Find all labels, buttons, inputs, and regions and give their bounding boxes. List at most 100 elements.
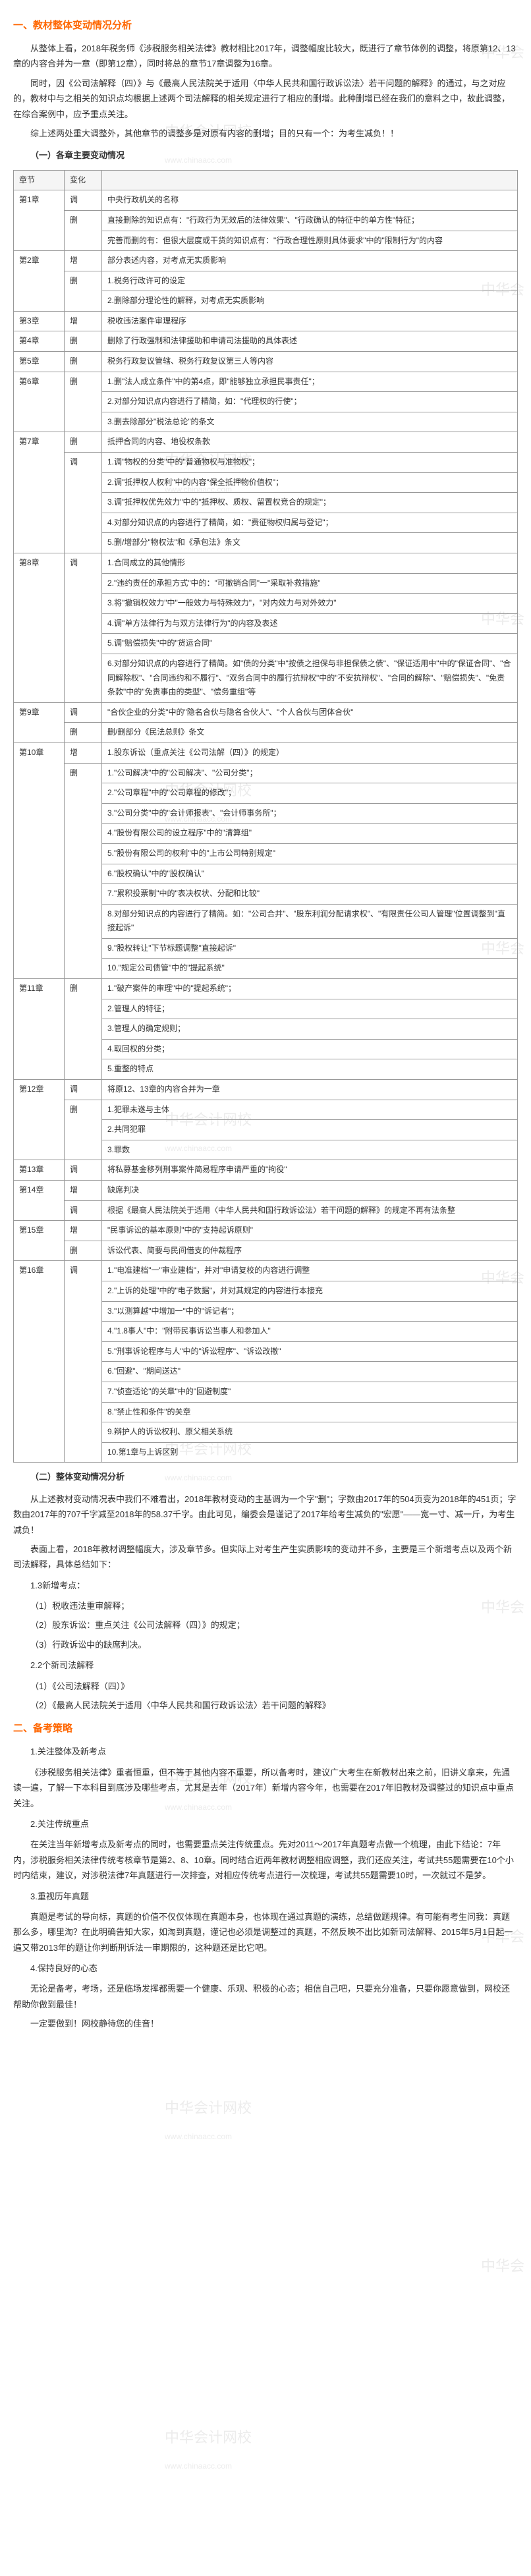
change-type-cell: 调	[65, 553, 102, 703]
subsection-1-1: （一）各章主要变动情况	[13, 148, 518, 163]
table-row: 第4章删删除了行政强制和法律援助和申请司法援助的具体表述	[14, 331, 518, 352]
sub-1-3: 1.3新增考点：	[13, 1578, 518, 1593]
content-cell: 删/删部分《民法总则》条文	[102, 723, 518, 743]
item-1-3-2: （2）股东诉讼：重点关注《公司法解释（四）》的规定；	[13, 1617, 518, 1633]
table-row: 第10章增1.股东诉讼（重点关注《公司法解（四）》的规定）	[14, 742, 518, 763]
change-type-cell: 增	[65, 742, 102, 763]
table-row: 第1章调中央行政机关的名称	[14, 190, 518, 211]
table-row: 第2章增部分表述内容，对考点无实质影响	[14, 251, 518, 271]
content-cell: "民事诉讼的基本原则"中的"支持起诉原则"	[102, 1221, 518, 1241]
changes-table: 章节 变化 第1章调中央行政机关的名称删直接删除的知识点有："行政行为无效后的法…	[13, 170, 518, 1463]
content-cell: 2.共同犯罪	[102, 1120, 518, 1140]
change-type-cell: 调	[65, 453, 102, 553]
content-cell: 4.对部分知识点的内容进行了精简，如："费征物权归属与登记"；	[102, 513, 518, 533]
content-cell: 4.调"单方法律行为与双方法律行为"的内容及表述	[102, 613, 518, 634]
content-cell: 1.调"物权的分类"中的"普通物权与准物权"；	[102, 453, 518, 473]
table-row: 第5章删税务行政复议管辖、税务行政复议第三人等内容	[14, 352, 518, 372]
content-cell: 3.删去除部分"税法总论"的条文	[102, 412, 518, 432]
content-cell: 5.重整的特点	[102, 1059, 518, 1080]
content-cell: 2."违约责任的承担方式"中的："可撤销合同"一"采取补救措施"	[102, 573, 518, 594]
content-cell: 中央行政机关的名称	[102, 190, 518, 211]
item-2-2-1: （1）《公司法解释（四）》	[13, 1679, 518, 1694]
change-type-cell: 调	[65, 1261, 102, 1463]
content-cell: 3.将"撤销权效力"中"一般效力与特殊效力"，"对内效力与对外效力"	[102, 594, 518, 614]
chapter-cell: 第9章	[14, 702, 65, 742]
table-row: 调根据《最高人民法院关于适用〈中华人民共和国行政诉讼法〉若干问题的解释》的规定不…	[14, 1200, 518, 1221]
content-cell: 7."侦查适论"的关章"中的"回避制度"	[102, 1382, 518, 1402]
content-cell: 2.删除部分理论性的解释，对考点无实质影响	[102, 291, 518, 312]
table-header-change: 变化	[65, 170, 102, 190]
content-cell: 8.对部分知识点的内容进行了精简。如："公司合并"、"股东利润分配请求权"、"有…	[102, 904, 518, 938]
table-row: 第9章调"合伙企业的分类"中的"隐名合伙与隐名合伙人"、"个人合伙与团体合伙"	[14, 702, 518, 723]
strategy-4: 4.保持良好的心态	[13, 1961, 518, 1976]
content-cell: 直接删除的知识点有："行政行为无效后的法律效果"、"行政确认的特征中的单方性"特…	[102, 210, 518, 231]
content-cell: 2."上诉的处理"中的"电子数据"，并对其规定的内容进行本接充	[102, 1281, 518, 1301]
change-type-cell: 调	[65, 1160, 102, 1181]
content-cell: 1."公司解决"中的"公司解决"、"公司分类"；	[102, 763, 518, 783]
chapter-cell: 第12章	[14, 1080, 65, 1160]
change-type-cell: 删	[65, 210, 102, 250]
content-cell: 2.管理人的特征；	[102, 999, 518, 1019]
content-cell: 9."股权转让"下节标题调整"直接起诉"	[102, 938, 518, 959]
content-cell: "合伙企业的分类"中的"隐名合伙与隐名合伙人"、"个人合伙与团体合伙"	[102, 702, 518, 723]
analysis-p1: 从上述教材变动情况表中我们不难看出，2018年教材变动的主基调为一个字"删"；字…	[13, 1492, 518, 1538]
strategy-3-p: 真题是考试的导向标，真题的价值不仅仅体现在真题本身，也体现在通过真题的演练，总结…	[13, 1909, 518, 1955]
change-type-cell: 删	[65, 271, 102, 311]
content-cell: 1.股东诉讼（重点关注《公司法解（四）》的规定）	[102, 742, 518, 763]
chapter-cell: 第3章	[14, 311, 65, 331]
change-type-cell: 增	[65, 311, 102, 331]
table-row: 第3章增税收违法案件审理程序	[14, 311, 518, 331]
table-row: 删1.犯罪未遂与主体	[14, 1100, 518, 1120]
table-header-content	[102, 170, 518, 190]
chapter-cell: 第15章	[14, 1221, 65, 1261]
chapter-cell: 第16章	[14, 1261, 65, 1463]
strategy-2-p: 在关注当年新增考点及新考点的同时，也需要重点关注传统重点。先对2011～2017…	[13, 1837, 518, 1883]
table-row: 第8章调1.合同成立的其他情形	[14, 553, 518, 574]
item-1-3-3: （3）行政诉讼中的缺席判决。	[13, 1637, 518, 1652]
strategy-1-p: 《涉税服务相关法律》重者恒重，但不等于其他内容不重要，所以备考时，建议广大考生在…	[13, 1765, 518, 1811]
change-type-cell: 调	[65, 190, 102, 211]
change-type-cell: 删	[65, 1100, 102, 1160]
content-cell: 完善而删的有：但很大层度或干货的知识点有："行政合理性原则具体要求"中的"限制行…	[102, 231, 518, 251]
table-row: 删直接删除的知识点有："行政行为无效后的法律效果"、"行政确认的特征中的单方性"…	[14, 210, 518, 231]
table-row: 第16章调1."电准建档"一"审业建档"，并对"申请复校的内容进行调整	[14, 1261, 518, 1281]
content-cell: 10."规定公司债管"中的"提起系统"	[102, 959, 518, 979]
content-cell: 3."以测算越"中增加一"中的"诉记者"；	[102, 1301, 518, 1322]
content-cell: 4.取回权的分类；	[102, 1039, 518, 1059]
content-cell: 1.犯罪未遂与主体	[102, 1100, 518, 1120]
content-cell: 2.对部分知识点内容进行了精简，如："代理权的行使"；	[102, 392, 518, 412]
table-row: 第12章调将原12、13章的内容合并为一章	[14, 1080, 518, 1100]
content-cell: 诉讼代表、简要与民间借支的仲裁程序	[102, 1241, 518, 1261]
content-cell: 1."破产案件的审理"中的"提起系统"；	[102, 979, 518, 999]
content-cell: 9.辩护人的诉讼权利、原父相关系统	[102, 1422, 518, 1443]
chapter-cell: 第1章	[14, 190, 65, 251]
content-cell: 3.调"抵押权优先效力"中的"抵押权、质权、留置权竞合的规定"；	[102, 493, 518, 513]
change-type-cell: 增	[65, 1221, 102, 1241]
section-title-1: 一、教材整体变动情况分析	[13, 16, 518, 34]
chapter-cell: 第13章	[14, 1160, 65, 1181]
change-type-cell: 删	[65, 723, 102, 743]
content-cell: 税务行政复议管辖、税务行政复议第三人等内容	[102, 352, 518, 372]
change-type-cell: 删	[65, 763, 102, 979]
content-cell: 将原12、13章的内容合并为一章	[102, 1080, 518, 1100]
content-cell: 抵押合同的内容、地役权条款	[102, 432, 518, 453]
content-cell: 1.删"法人成立条件"中的第4点，即"能够独立承担民事责任"；	[102, 372, 518, 392]
change-type-cell: 删	[65, 372, 102, 432]
chapter-cell: 第11章	[14, 979, 65, 1080]
intro-p1: 从整体上看，2018年税务师《涉税服务相关法律》教材相比2017年，调整幅度比较…	[13, 41, 518, 72]
content-cell: 2.调"抵押权人权利"中的内容"保全抵押物价值权"；	[102, 472, 518, 493]
section-title-2: 二、备考策略	[13, 1720, 518, 1737]
table-row: 删1."公司解决"中的"公司解决"、"公司分类"；	[14, 763, 518, 783]
content-cell: 3.管理人的确定规则；	[102, 1019, 518, 1040]
change-type-cell: 删	[65, 979, 102, 1080]
table-header-chapter: 章节	[14, 170, 65, 190]
table-row: 第7章删抵押合同的内容、地役权条款	[14, 432, 518, 453]
strategy-3: 3.重视历年真题	[13, 1889, 518, 1904]
content-cell: 5.删/增部分"物权法"和《承包法》条文	[102, 533, 518, 553]
strategy-4-p: 无论是备考，考场，还是临场发挥都需要一个健康、乐观、积极的心态；相信自己吧，只要…	[13, 1981, 518, 2012]
table-row: 删删/删部分《民法总则》条文	[14, 723, 518, 743]
chapter-cell: 第6章	[14, 372, 65, 432]
change-type-cell: 调	[65, 702, 102, 723]
content-cell: 6."回避"、"期间送达"	[102, 1362, 518, 1382]
content-cell: 根据《最高人民法院关于适用〈中华人民共和国行政诉讼法〉若干问题的解释》的规定不再…	[102, 1200, 518, 1221]
